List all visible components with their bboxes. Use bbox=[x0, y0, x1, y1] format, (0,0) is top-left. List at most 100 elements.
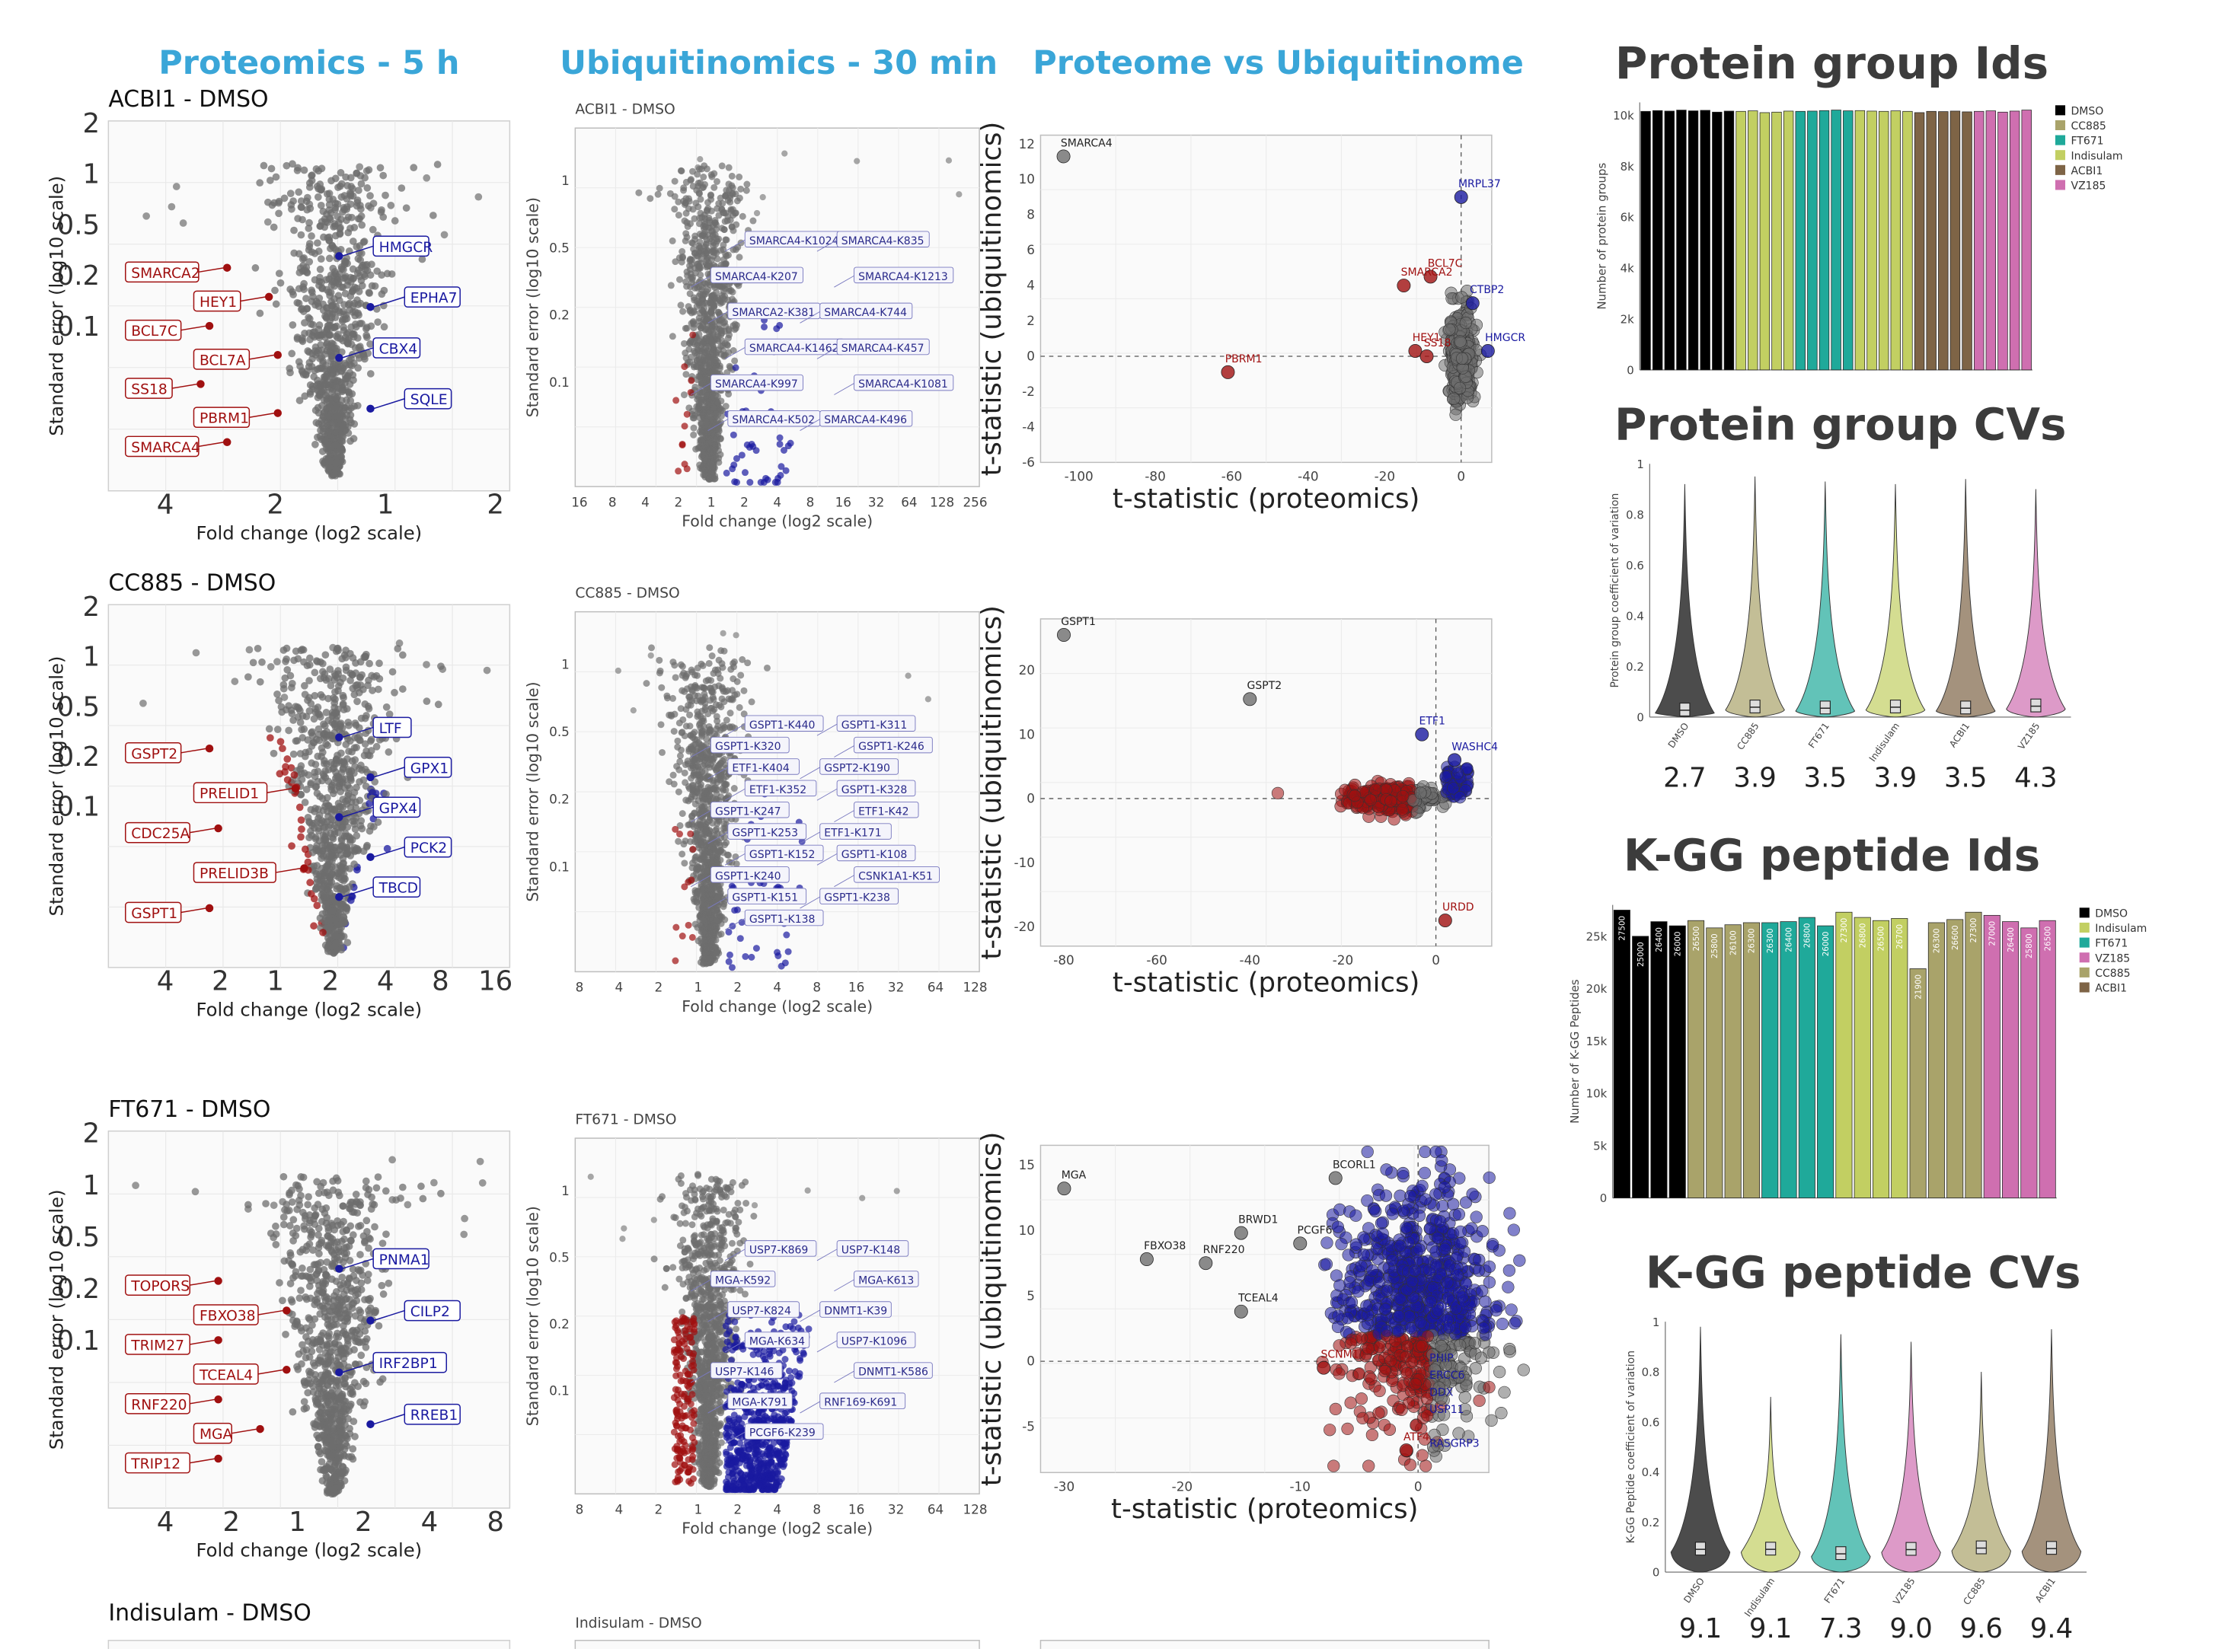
highlight-point bbox=[206, 904, 213, 912]
data-point bbox=[692, 921, 699, 928]
data-point bbox=[697, 856, 704, 863]
data-point bbox=[703, 678, 710, 684]
data-point bbox=[709, 228, 716, 234]
data-point bbox=[346, 189, 354, 196]
data-point bbox=[423, 174, 430, 182]
data-point bbox=[324, 802, 332, 809]
data-point bbox=[340, 877, 348, 885]
data-point bbox=[679, 248, 685, 255]
data-point bbox=[709, 652, 716, 659]
data-point bbox=[289, 321, 297, 329]
data-point bbox=[302, 295, 310, 302]
data-point bbox=[439, 665, 446, 673]
data-point bbox=[730, 660, 736, 667]
data-point bbox=[257, 678, 264, 686]
data-point bbox=[711, 284, 718, 291]
data-point bbox=[703, 241, 710, 247]
data-point bbox=[746, 444, 753, 451]
data-point bbox=[349, 818, 356, 825]
data-point bbox=[331, 314, 339, 321]
data-point bbox=[343, 403, 351, 410]
data-point bbox=[337, 230, 344, 238]
y-tick-label: -4 bbox=[1022, 419, 1035, 435]
highlight-point bbox=[366, 773, 374, 781]
data-point bbox=[701, 467, 708, 474]
data-point bbox=[679, 810, 686, 817]
data-point bbox=[1456, 352, 1468, 365]
data-point bbox=[342, 273, 350, 280]
data-point bbox=[777, 435, 784, 442]
data-point bbox=[299, 734, 306, 741]
data-point bbox=[686, 722, 693, 729]
data-point bbox=[324, 234, 331, 241]
y-tick-label: 0.2 bbox=[549, 308, 570, 323]
highlight-point bbox=[223, 439, 231, 446]
data-point bbox=[706, 932, 713, 939]
highlight-point bbox=[214, 824, 222, 832]
data-point bbox=[356, 320, 364, 327]
x-axis-label: t-statistic (proteomics) bbox=[1113, 483, 1419, 515]
data-point bbox=[685, 223, 691, 230]
data-point bbox=[435, 700, 442, 708]
data-point bbox=[321, 409, 328, 416]
data-point bbox=[656, 185, 663, 192]
data-point bbox=[691, 308, 698, 314]
data-point bbox=[684, 411, 691, 418]
y-axis-label: t-statistic (ubiquitinomics) bbox=[976, 122, 1007, 477]
data-point bbox=[270, 199, 278, 207]
data-point bbox=[781, 151, 787, 157]
data-point bbox=[350, 224, 358, 231]
data-point bbox=[280, 681, 288, 689]
data-point bbox=[324, 794, 331, 802]
data-point bbox=[748, 954, 755, 961]
data-point bbox=[351, 284, 359, 292]
data-point bbox=[367, 822, 375, 830]
data-point bbox=[366, 340, 374, 348]
gene-label: GPX4 bbox=[379, 801, 417, 817]
data-point bbox=[698, 363, 704, 370]
data-point bbox=[303, 786, 311, 793]
data-point bbox=[905, 673, 911, 679]
data-point bbox=[696, 263, 703, 269]
data-point bbox=[776, 322, 783, 329]
scatter-label: SMARCA2 bbox=[1401, 266, 1453, 279]
site-label: CSNK1A1-K51 bbox=[858, 870, 933, 882]
x-tick-label: 8 bbox=[608, 494, 617, 509]
data-point bbox=[319, 869, 327, 877]
y-axis-label: Standard error (log10 scale) bbox=[524, 681, 542, 901]
comparison-rows: ACBI1 - DMSOPROTAC (VHL)210.50.20.14212F… bbox=[46, 86, 1530, 1649]
data-point bbox=[698, 784, 704, 791]
data-point bbox=[699, 291, 706, 298]
data-point bbox=[687, 177, 694, 183]
data-point bbox=[718, 831, 725, 837]
data-point bbox=[343, 850, 351, 858]
x-axis-label: Fold change (log2 scale) bbox=[682, 997, 873, 1016]
scatter-label: MRPL37 bbox=[1458, 178, 1501, 190]
data-point bbox=[318, 285, 326, 292]
data-point bbox=[726, 180, 733, 187]
data-point bbox=[678, 747, 685, 754]
data-point bbox=[315, 193, 322, 201]
data-point bbox=[726, 695, 733, 702]
data-point bbox=[707, 705, 714, 711]
data-point bbox=[681, 391, 688, 398]
data-point bbox=[720, 776, 727, 783]
data-point bbox=[1454, 382, 1466, 394]
data-point bbox=[319, 911, 327, 918]
data-point bbox=[327, 923, 334, 931]
data-point bbox=[311, 805, 319, 812]
highlight-point bbox=[206, 745, 213, 752]
data-point bbox=[736, 704, 743, 711]
x-tick-label: 0 bbox=[1432, 952, 1440, 968]
data-point bbox=[357, 822, 365, 830]
data-point bbox=[306, 240, 314, 247]
data-point bbox=[358, 222, 366, 229]
data-point bbox=[321, 818, 328, 826]
data-point bbox=[658, 684, 665, 691]
data-point bbox=[369, 687, 376, 694]
data-point bbox=[273, 174, 280, 181]
data-point bbox=[655, 191, 662, 198]
x-tick-label: 2 bbox=[733, 980, 742, 995]
data-point bbox=[729, 923, 736, 930]
data-point bbox=[180, 219, 187, 227]
